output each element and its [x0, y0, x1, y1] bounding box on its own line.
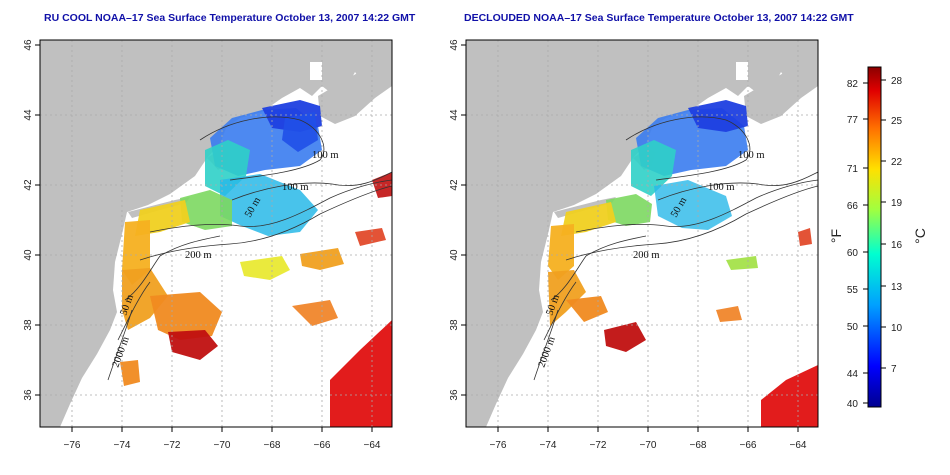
x-tick-label: −64	[790, 440, 807, 451]
y-tick-label: 44	[449, 109, 460, 121]
fahrenheit-unit-label: °F	[828, 229, 844, 243]
left-map-panel: 100 m 100 m 50 m 200 m 50 m 2000 m −76 −…	[23, 39, 393, 451]
fahrenheit-tick-label: 82	[847, 79, 859, 90]
x-tick-label: −76	[64, 440, 81, 451]
colorbar-f-ticks	[863, 82, 868, 404]
x-tick-labels: −76 −74 −72 −70 −68 −66 −64	[64, 440, 381, 451]
contour-label: 100 m	[282, 182, 309, 193]
fahrenheit-tick-label: 50	[847, 322, 859, 333]
x-tick-label: −70	[214, 440, 231, 451]
celsius-tick-label: 19	[891, 198, 903, 209]
contour-label: 100 m	[708, 182, 735, 193]
fahrenheit-tick-label: 44	[847, 369, 859, 380]
nova-scotia	[318, 62, 392, 124]
y-tick-label: 36	[449, 389, 460, 401]
right-map-panel: 100 m 100 m 50 m 200 m 50 m 2000 m −76 −…	[449, 39, 819, 451]
x-tick-label: −74	[540, 440, 557, 451]
land-mass	[40, 40, 392, 427]
celsius-tick-label: 10	[891, 323, 903, 334]
nova-scotia	[744, 62, 818, 124]
y-tick-label: 42	[23, 179, 34, 191]
x-tick-label: −76	[490, 440, 507, 451]
y-tick-label: 42	[449, 179, 460, 191]
x-tick-label: −70	[640, 440, 657, 451]
sst-data-layer	[120, 100, 392, 427]
y-tick-label: 40	[23, 249, 34, 261]
x-tick-label: −68	[264, 440, 281, 451]
celsius-tick-label: 28	[891, 76, 903, 87]
y-tick-label: 44	[23, 109, 34, 121]
x-tick-label: −68	[690, 440, 707, 451]
x-tick-label: −72	[164, 440, 181, 451]
colorbar-gradient	[867, 66, 882, 408]
y-tick-label: 38	[23, 319, 34, 331]
contour-label: 200 m	[185, 250, 212, 261]
axis-ticks	[35, 44, 373, 432]
fahrenheit-tick-label: 55	[847, 285, 859, 296]
y-tick-label: 46	[23, 39, 34, 51]
y-tick-label: 36	[23, 389, 34, 401]
land-mass	[466, 40, 818, 427]
map-frame	[39, 39, 393, 428]
bathymetry-contours	[107, 116, 392, 381]
bay-of-fundy	[736, 62, 748, 80]
fahrenheit-tick-label: 66	[847, 201, 859, 212]
y-tick-labels: 46 44 42 40 38 36	[449, 39, 460, 401]
axis-ticks	[461, 44, 799, 432]
x-tick-label: −66	[314, 440, 331, 451]
fahrenheit-tick-label: 77	[847, 115, 859, 126]
right-map-title: DECLOUDED NOAA–17 Sea Surface Temperatur…	[464, 12, 854, 24]
colorbar-c-labels: 28 25 22 19 16 13 10 7	[891, 76, 903, 375]
x-tick-label: −66	[740, 440, 757, 451]
bathymetry-contours	[533, 116, 818, 381]
celsius-tick-label: 7	[891, 364, 897, 375]
celsius-tick-label: 16	[891, 240, 903, 251]
celsius-tick-label: 22	[891, 157, 903, 168]
left-map-title: RU COOL NOAA–17 Sea Surface Temperature …	[44, 12, 416, 24]
map-frame	[465, 39, 819, 428]
fahrenheit-tick-label: 71	[847, 164, 859, 175]
grid-lines	[466, 40, 818, 427]
contour-label: 100 m	[738, 150, 765, 161]
y-tick-label: 46	[449, 39, 460, 51]
x-tick-labels: −76 −74 −72 −70 −68 −66 −64	[490, 440, 807, 451]
celsius-tick-label: 25	[891, 116, 903, 127]
y-tick-label: 38	[449, 319, 460, 331]
y-tick-label: 40	[449, 249, 460, 261]
contour-label: 200 m	[633, 250, 660, 261]
x-tick-label: −64	[364, 440, 381, 451]
celsius-unit-label: °C	[912, 228, 928, 244]
contour-label: 100 m	[312, 150, 339, 161]
celsius-tick-label: 13	[891, 282, 903, 293]
bay-of-fundy	[310, 62, 322, 80]
x-tick-label: −74	[114, 440, 131, 451]
sst-data-layer	[548, 100, 818, 427]
colorbar-c-ticks	[881, 79, 886, 369]
grid-lines	[40, 40, 392, 427]
colorbar: 82 77 71 66 60 55 50 44 40 28 25 22 19 1…	[828, 66, 928, 410]
x-tick-label: −72	[590, 440, 607, 451]
y-tick-labels: 46 44 42 40 38 36	[23, 39, 34, 401]
fahrenheit-tick-label: 40	[847, 399, 859, 410]
fahrenheit-tick-label: 60	[847, 248, 859, 259]
colorbar-f-labels: 82 77 71 66 60 55 50 44 40	[847, 79, 859, 410]
